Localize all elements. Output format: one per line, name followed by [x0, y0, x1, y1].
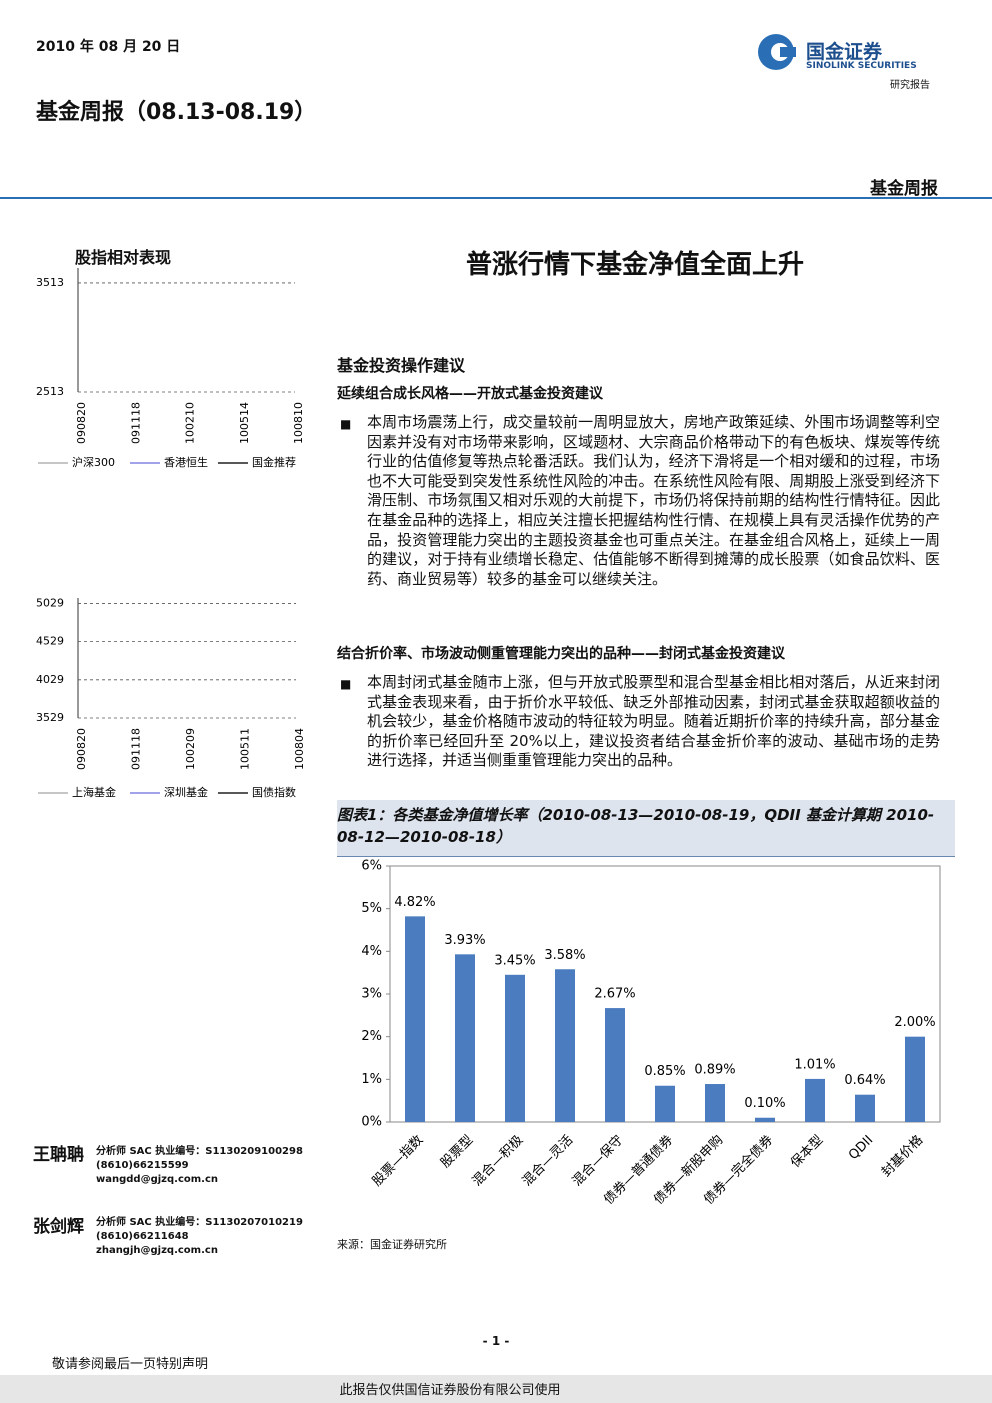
bar	[555, 969, 575, 1122]
figure-caption: 图表1：各类基金净值增长率（2010-08-13—2010-08-19，QDII…	[337, 800, 955, 857]
bullet: ■	[340, 417, 352, 431]
watermark: 此报告仅供国信证券股份有限公司使用	[339, 1383, 561, 1398]
y-tick-label: 1%	[361, 1072, 382, 1087]
y-tick-label: 0%	[361, 1115, 382, 1130]
y-tick-label: 4%	[361, 944, 382, 959]
x-tick-label: 100804	[293, 728, 306, 770]
legend-label: 香港恒生	[164, 455, 208, 469]
x-tick-label: 股票—指数	[370, 1133, 427, 1190]
x-tick-label: 混合—积极	[470, 1133, 527, 1190]
value-label: 0.89%	[694, 1063, 735, 1078]
logo-mark-gap	[780, 47, 796, 57]
value-label: 3.58%	[544, 948, 585, 963]
author-name: 王聃聃	[33, 1145, 84, 1165]
legend-label: 沪深300	[72, 455, 115, 469]
x-tick-label: 100210	[184, 402, 197, 444]
y-tick-label: 2%	[361, 1029, 382, 1044]
date: 2010 年 08 月 20 日	[36, 39, 181, 55]
logo-name: 国金证券	[806, 41, 883, 63]
page-number: - 1 -	[482, 1334, 510, 1348]
chart-title: 股指相对表现	[75, 248, 172, 267]
bar	[655, 1085, 675, 1122]
value-label: 1.01%	[794, 1057, 835, 1072]
x-tick-label: 091118	[129, 402, 142, 444]
bar	[705, 1084, 725, 1122]
legend-label: 国金推荐	[252, 455, 296, 469]
author-email: zhangjh@gjzq.com.cn	[96, 1245, 218, 1256]
bar	[455, 954, 475, 1122]
author-phone: (8610)66211648	[96, 1231, 189, 1242]
section-heading: 基金投资操作建议	[337, 356, 466, 375]
value-label: 0.85%	[644, 1064, 685, 1079]
notice: 敬请参阅最后一页特别声明	[52, 1357, 209, 1372]
legend-label: 国债指数	[252, 785, 296, 799]
bar	[505, 974, 525, 1122]
subheading: 延续组合成长风格——开放式基金投资建议	[337, 386, 603, 402]
y-tick-label: 2513	[36, 385, 64, 398]
author-info: 分析师 SAC 执业编号：S1130207010219 (8610)6621164…	[96, 1216, 303, 1258]
author-sac: 分析师 SAC 执业编号：S1130207010219	[96, 1217, 303, 1228]
subheading: 结合折价率、市场波动侧重管理能力突出的品种——封闭式基金投资建议	[337, 646, 785, 662]
x-tick-label: 股票型	[438, 1133, 476, 1171]
y-tick-label: 3%	[361, 987, 382, 1002]
value-label: 3.93%	[444, 933, 485, 948]
logo-sub: 研究报告	[890, 80, 930, 91]
author-sac: 分析师 SAC 执业编号：S1130209100298	[96, 1146, 303, 1157]
value-label: 4.82%	[394, 895, 435, 910]
paragraph: 本周市场震荡上行，成交量较前一周明显放大，房地产政策延续、外围市场调整等利空因素…	[367, 413, 940, 588]
bar	[605, 1008, 625, 1122]
source: 来源：国金证券研究所	[337, 1238, 447, 1251]
y-tick-label: 3513	[36, 276, 64, 289]
x-tick-label: 100511	[239, 728, 252, 770]
value-label: 0.10%	[744, 1096, 785, 1111]
value-label: 2.67%	[594, 987, 635, 1002]
y-tick-label: 5%	[361, 901, 382, 916]
author-name: 张剑辉	[33, 1217, 84, 1237]
bar	[755, 1117, 775, 1122]
author-email: wangdd@gjzq.com.cn	[96, 1174, 219, 1185]
x-tick-label: 100514	[238, 402, 251, 444]
y-tick-label: 6%	[361, 859, 382, 874]
y-tick-label: 5029	[36, 596, 64, 609]
x-tick-label: 保本型	[788, 1133, 826, 1171]
y-tick-label: 3529	[36, 711, 64, 724]
value-label: 3.45%	[494, 953, 535, 968]
y-tick-label: 4529	[36, 635, 64, 648]
paragraph: 本周封闭式基金随市上涨，但与开放式股票型和混合型基金相比相对落后，从近来封闭式基…	[367, 673, 940, 770]
x-tick-label: 090820	[75, 402, 88, 444]
x-tick-label: 091118	[130, 728, 143, 770]
x-tick-label: 090820	[75, 728, 88, 770]
bullet: ■	[340, 677, 352, 691]
bar	[855, 1094, 875, 1122]
logo-en: SINOLINK SECURITIES	[806, 61, 917, 71]
value-label: 0.64%	[844, 1073, 885, 1088]
x-tick-label: 100810	[292, 402, 305, 444]
legend-label: 上海基金	[72, 785, 116, 799]
x-tick-label: 封基价格	[878, 1132, 926, 1180]
author-phone: (8610)66215599	[96, 1160, 189, 1171]
bar	[905, 1036, 925, 1122]
footer-band	[0, 1375, 992, 1403]
x-tick-label: QDII	[846, 1133, 876, 1163]
y-tick-label: 4029	[36, 673, 64, 686]
x-tick-label: 混合—灵活	[520, 1133, 577, 1190]
main-title: 普涨行情下基金净值全面上升	[465, 250, 805, 280]
report-title: 基金周报（08.13-08.19）	[36, 100, 317, 125]
legend-label: 深圳基金	[164, 785, 208, 799]
value-label: 2.00%	[894, 1015, 935, 1030]
author-info: 分析师 SAC 执业编号：S1130209100298 (8610)6621559…	[96, 1145, 303, 1187]
bar	[405, 916, 425, 1122]
x-tick-label: 100209	[184, 728, 197, 770]
bar	[805, 1078, 825, 1122]
section-label: 基金周报	[870, 179, 938, 199]
